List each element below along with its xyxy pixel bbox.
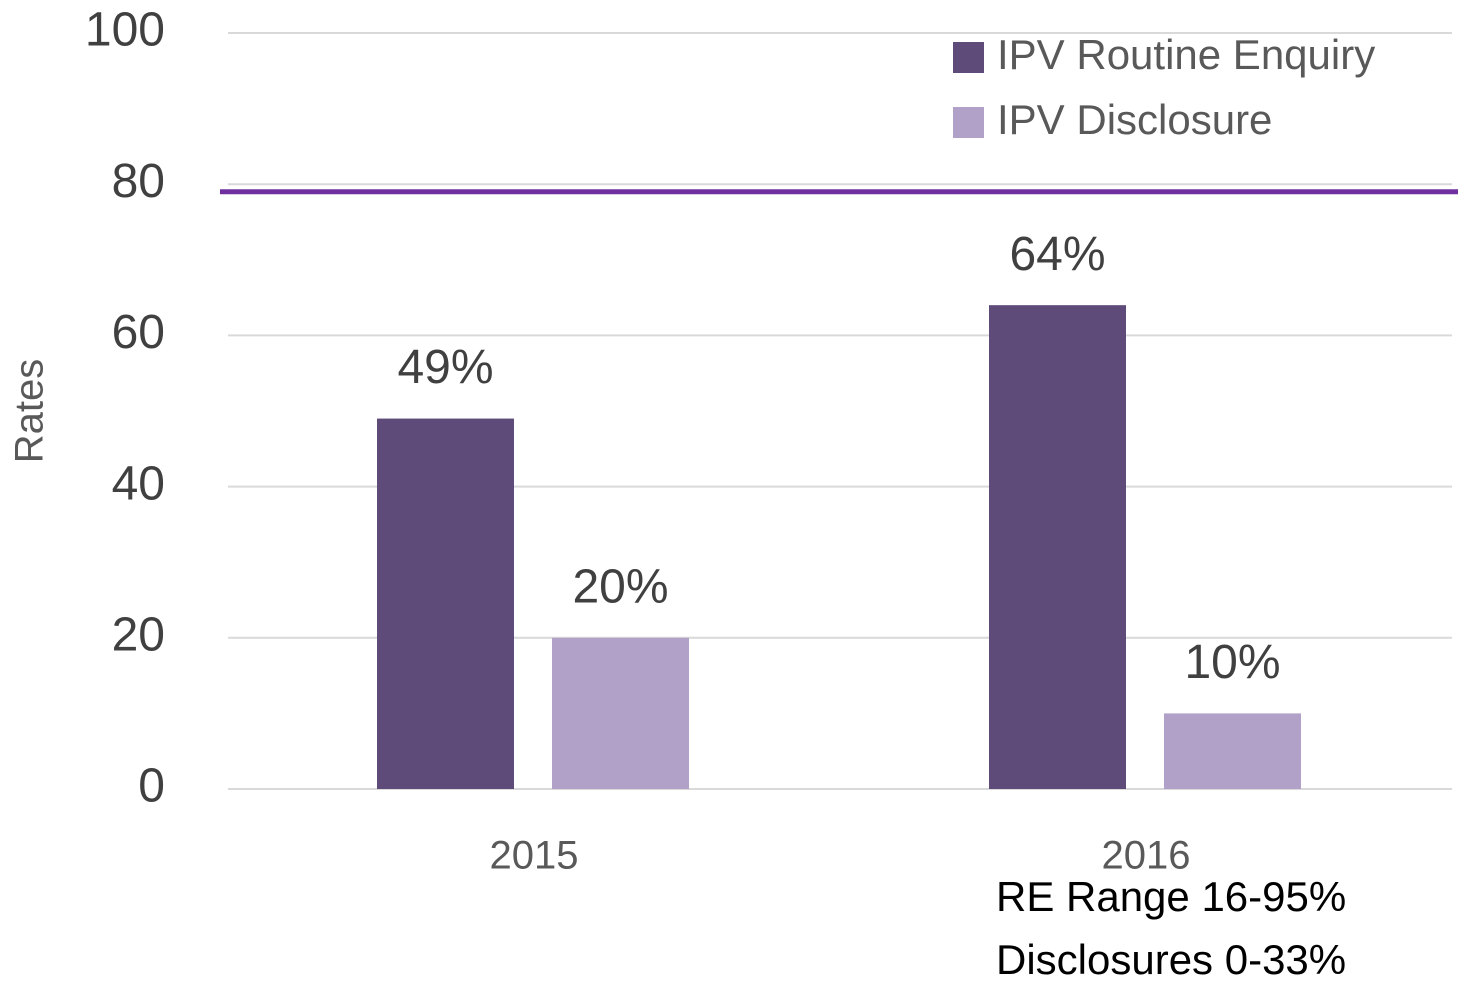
- y-tick-label: 60: [112, 306, 165, 359]
- legend-label: IPV Disclosure: [997, 96, 1272, 143]
- annotation: Disclosures 0-33%: [996, 936, 1346, 983]
- y-tick-label: 100: [85, 4, 165, 57]
- data-label: 64%: [1009, 228, 1105, 281]
- data-label: 20%: [572, 560, 668, 613]
- x-tick-label: 2015: [490, 834, 579, 878]
- y-tick-label: 80: [112, 155, 165, 208]
- bar: [377, 418, 514, 789]
- bar: [1164, 713, 1301, 789]
- bar: [552, 637, 689, 789]
- x-tick-label: 2016: [1102, 834, 1191, 878]
- legend-swatch: [953, 107, 984, 138]
- legend-label: IPV Routine Enquiry: [997, 31, 1375, 78]
- data-label: 10%: [1184, 636, 1280, 689]
- bar: [989, 305, 1126, 789]
- y-tick-label: 0: [138, 760, 165, 813]
- y-tick-label: 40: [112, 457, 165, 510]
- legend-swatch: [953, 42, 984, 73]
- y-axis-label: Rates: [8, 359, 52, 464]
- annotation: RE Range 16-95%: [996, 873, 1346, 920]
- y-tick-label: 20: [112, 608, 165, 661]
- data-label: 49%: [397, 341, 493, 394]
